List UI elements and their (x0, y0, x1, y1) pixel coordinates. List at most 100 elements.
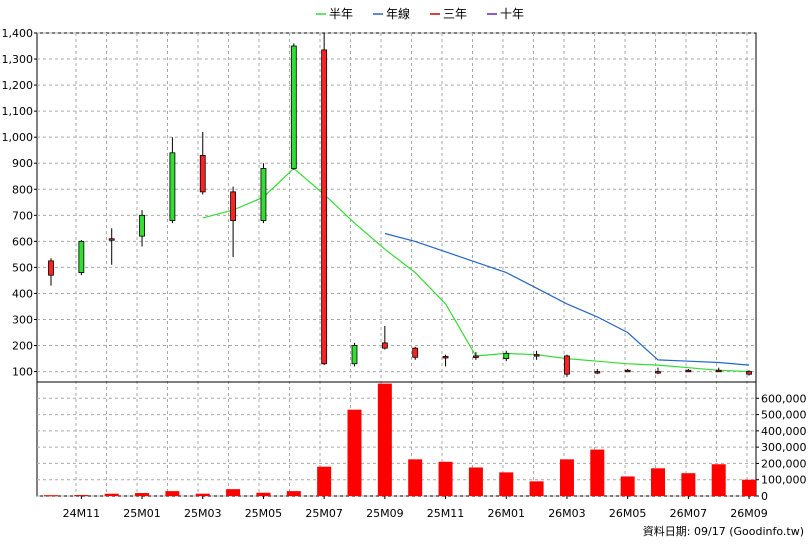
candle-body (655, 371, 661, 374)
volume-bar-14 (468, 467, 483, 496)
candle-body (715, 369, 722, 373)
legend: 半年 年線 三年 十年 (316, 6, 524, 21)
candle-body (351, 345, 358, 365)
candle-16 (533, 350, 540, 360)
candle-body (321, 49, 328, 365)
volume-tick-label: 400,000 (761, 425, 807, 438)
legend-entry-0: 半年 (329, 7, 353, 21)
price-tick-label: 1,400 (2, 27, 34, 40)
x-axis: 24M11 25M01 25M03 25M05 25M07 25M09 25M11 26M01… (63, 496, 768, 520)
volume-bar-6 (226, 489, 241, 496)
x-tick-label: 25M03 (184, 507, 222, 520)
candle-3 (139, 210, 145, 247)
candle-2 (108, 228, 115, 265)
candle-body (503, 352, 510, 359)
candle-23 (746, 370, 752, 376)
candle-body (169, 152, 176, 221)
candle-body (290, 45, 297, 169)
candle-22 (715, 367, 722, 373)
candle-8 (290, 43, 297, 170)
candle-12 (412, 346, 419, 360)
price-plot-frame (36, 32, 757, 383)
candle-body (746, 371, 752, 375)
candle-body (78, 240, 85, 274)
price-tick-label: 100 (12, 366, 33, 379)
volume-bar-20 (651, 468, 665, 496)
x-tick-label: 26M05 (609, 507, 647, 520)
candle-body (685, 369, 692, 373)
volume-bar-3 (135, 493, 150, 496)
candle-body (230, 191, 237, 221)
volume-bar-2 (104, 493, 119, 496)
volume-tick-label: 200,000 (761, 457, 807, 470)
footer-source: 資料日期: 09/17 (Goodinfo.tw) (643, 524, 804, 538)
volume-bar-18 (590, 449, 605, 496)
volume-bar-23 (742, 479, 757, 496)
price-tick-label: 800 (12, 183, 33, 196)
candle-9 (321, 33, 328, 366)
volume-bar-5 (195, 493, 210, 496)
candle-17 (564, 354, 570, 377)
volume-bar-17 (559, 459, 574, 496)
price-tick-label: 700 (12, 209, 33, 222)
candle-21 (685, 368, 692, 373)
candle-body (108, 238, 115, 241)
candle-body (442, 356, 449, 359)
price-tick-label: 1,000 (2, 131, 34, 144)
volume-tick-label: 500,000 (761, 409, 807, 422)
candle-body (564, 355, 570, 375)
x-tick-label: 25M05 (245, 507, 283, 520)
volume-plot-frame (36, 381, 757, 497)
volume-bar-11 (377, 383, 392, 496)
candle-5 (199, 131, 206, 195)
candle-0 (48, 258, 54, 286)
candle-1 (78, 240, 85, 276)
candle-body (472, 355, 479, 358)
candle-19 (624, 368, 631, 373)
volume-bar-8 (286, 491, 301, 496)
volume-tick-label: 300,000 (761, 441, 807, 454)
candle-body (381, 342, 388, 349)
price-tick-label: 200 (12, 340, 33, 353)
volume-bar-0 (44, 495, 58, 497)
ma-line-1 (384, 232, 750, 366)
price-tick-label: 500 (12, 261, 33, 274)
x-tick-label: 26M01 (488, 507, 526, 520)
x-tick-label: 25M09 (366, 507, 404, 520)
x-tick-label: 25M11 (427, 507, 465, 520)
volume-bar-12 (408, 459, 423, 496)
volume-bar-1 (74, 495, 89, 497)
candle-11 (381, 326, 388, 350)
volume-bar-15 (499, 472, 514, 496)
volume-tick-label: 600,000 (761, 392, 807, 405)
price-tick-label: 900 (12, 157, 33, 170)
candle-body (260, 168, 267, 221)
candle-4 (169, 137, 176, 224)
candle-15 (503, 350, 510, 362)
candle-body (139, 214, 145, 237)
volume-bar-21 (681, 473, 696, 496)
volume-bar-10 (347, 409, 362, 496)
price-tick-label: 300 (12, 313, 33, 326)
candle-18 (594, 368, 601, 375)
volume-bar-22 (711, 464, 726, 496)
x-tick-label: 25M07 (305, 507, 343, 520)
candle-body (594, 371, 601, 374)
volume-tick-label: 0 (761, 490, 768, 503)
price-tick-label: 1,200 (2, 79, 34, 92)
price-tick-label: 1,100 (2, 105, 34, 118)
candle-body (48, 260, 54, 276)
candle-7 (260, 163, 267, 224)
legend-entry-1: 年線 (386, 6, 410, 21)
volume-bar-9 (317, 466, 332, 496)
price-tick-label: 400 (12, 287, 33, 300)
x-tick-label: 26M09 (730, 507, 768, 520)
volume-bar-4 (165, 491, 180, 496)
volume-bar-16 (529, 481, 544, 496)
x-tick-label: 26M07 (670, 507, 708, 520)
candle-13 (442, 354, 449, 367)
candle-body (624, 369, 631, 373)
legend-entry-3: 十年 (500, 7, 524, 21)
